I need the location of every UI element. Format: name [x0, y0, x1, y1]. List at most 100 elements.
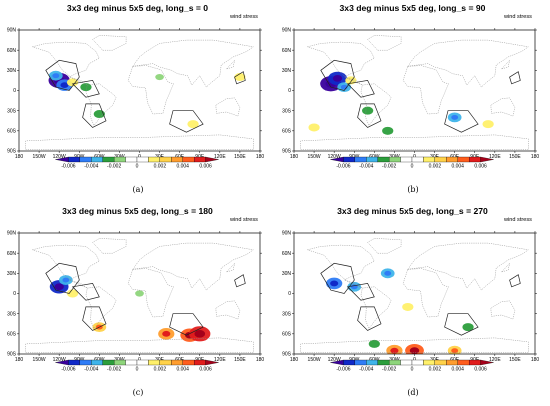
y-tick-label: 90N	[282, 231, 292, 237]
terrain-contour-2	[444, 313, 479, 336]
x-tick-label: 120W	[53, 154, 66, 160]
coastline-3	[407, 242, 529, 291]
colorbar-cell	[91, 359, 103, 366]
colorbar-cell	[366, 156, 378, 163]
anomaly-patch-5	[93, 110, 105, 119]
coastline-7	[500, 59, 510, 70]
colorbar-label: 0	[411, 164, 414, 170]
anomaly-patch-7	[108, 40, 118, 47]
terrain-contour-4	[71, 283, 100, 301]
colorbar-label: -0.004	[359, 164, 373, 170]
y-tick-label: 30S	[282, 311, 292, 317]
colorbar-label: 0.002	[154, 164, 167, 170]
y-tick-label: 90S	[282, 149, 292, 155]
anomaly-patch-9	[187, 120, 199, 129]
coastline-0	[31, 244, 100, 289]
coastline-0	[31, 41, 100, 86]
y-tick-label: 90S	[282, 352, 292, 358]
colorbar-cell	[102, 156, 115, 163]
colorbar-cell	[366, 359, 378, 366]
anomaly-core-5	[409, 347, 420, 354]
x-tick-label: 150W	[308, 154, 321, 160]
x-tick-label: 180	[15, 154, 24, 160]
y-tick-label: 60N	[7, 48, 17, 54]
coastline-2	[127, 65, 174, 115]
colorbar-label: 0.004	[176, 164, 189, 170]
colorbar-cell	[182, 156, 195, 163]
x-tick-label: 150E	[509, 154, 521, 160]
x-tick-label: 150E	[509, 357, 521, 363]
panel-title: 3x3 deg minus 5x5 deg, long_s = 270	[337, 206, 488, 216]
anomaly-core-6	[194, 330, 206, 338]
colorbar-cell	[457, 156, 470, 163]
coastline-2	[402, 65, 449, 115]
y-tick-label: 90N	[282, 28, 292, 34]
anomaly-patch-7	[41, 250, 51, 257]
colorbar-cell	[457, 359, 470, 366]
x-tick-label: 120W	[328, 154, 341, 160]
colorbar-cell	[480, 359, 494, 366]
variable-label: wind stress	[504, 217, 532, 223]
coastline-4	[215, 300, 241, 320]
x-tick-label: 180	[531, 154, 540, 160]
subfigure-caption: (c)	[132, 388, 144, 397]
coastline-4	[490, 97, 516, 117]
colorbar-label: 0.004	[451, 367, 464, 373]
anomaly-patch-6	[382, 126, 394, 135]
coastline-6	[92, 35, 127, 51]
colorbar-cell	[113, 156, 126, 163]
coastline-4	[215, 97, 241, 117]
colorbar-label: -0.002	[382, 164, 396, 170]
coastline-4	[490, 300, 516, 320]
plot-contents	[25, 238, 254, 353]
plot-background	[294, 233, 535, 354]
colorbar-cell	[446, 156, 458, 163]
coastline-3	[132, 39, 254, 88]
anomaly-patch-10	[115, 263, 124, 270]
colorbar-cell	[377, 156, 390, 163]
map-plot: 180150W120W90W60W30W030E60E90E120E150E18…	[282, 231, 540, 373]
y-tick-label: 60S	[282, 332, 292, 338]
terrain-contour-3	[234, 274, 246, 288]
colorbar-cell	[91, 156, 103, 163]
panel-b: 3x3 deg minus 5x5 deg, long_s = 90 wind …	[275, 0, 550, 203]
colorbar-label: 0	[136, 367, 139, 373]
terrain-contour-1	[82, 306, 107, 331]
colorbar-cell	[102, 359, 115, 366]
y-tick-label: 30N	[282, 271, 292, 277]
anomaly-patch-4	[368, 339, 380, 348]
colorbar-cell	[125, 359, 138, 366]
y-tick-label: 90S	[7, 149, 17, 155]
anomaly-patch-12	[155, 73, 164, 81]
y-tick-label: 0	[13, 291, 16, 297]
coastline-7	[225, 59, 235, 70]
anomaly-patch-9	[396, 67, 406, 74]
x-tick-label: 120E	[214, 357, 226, 363]
terrain-contour-3	[234, 71, 246, 85]
coastline-0	[306, 244, 375, 289]
anomaly-patch-4	[362, 106, 374, 115]
terrain-contour-1	[357, 103, 382, 128]
x-tick-label: 120W	[53, 357, 66, 363]
variable-label: wind stress	[230, 217, 258, 223]
colorbar-cell	[79, 156, 92, 163]
anomaly-core-0	[330, 280, 339, 287]
colorbar-cell	[148, 359, 161, 366]
anomaly-patch-8	[462, 323, 474, 332]
map-plot: 180150W120W90W60W30W030E60E90E120E150E18…	[7, 231, 265, 373]
terrain-contour-0	[45, 59, 80, 91]
anomaly-core-7	[451, 348, 459, 354]
colorbar-label: 0.002	[429, 367, 442, 373]
coastline-5	[25, 134, 254, 150]
colorbar-label: -0.002	[382, 367, 396, 373]
coastline-2	[402, 268, 449, 318]
y-tick-label: 60S	[7, 129, 17, 135]
anomaly-core-6	[390, 347, 399, 354]
coastline-0	[306, 41, 375, 86]
y-tick-label: 30N	[7, 271, 17, 277]
anomaly-core-7	[451, 114, 459, 120]
colorbar-label: 0.006	[474, 367, 487, 373]
map-plot: 180150W120W90W60W30W030E60E90E120E150E18…	[282, 28, 540, 170]
y-tick-label: 90N	[7, 28, 17, 34]
coastline-7	[225, 262, 235, 273]
